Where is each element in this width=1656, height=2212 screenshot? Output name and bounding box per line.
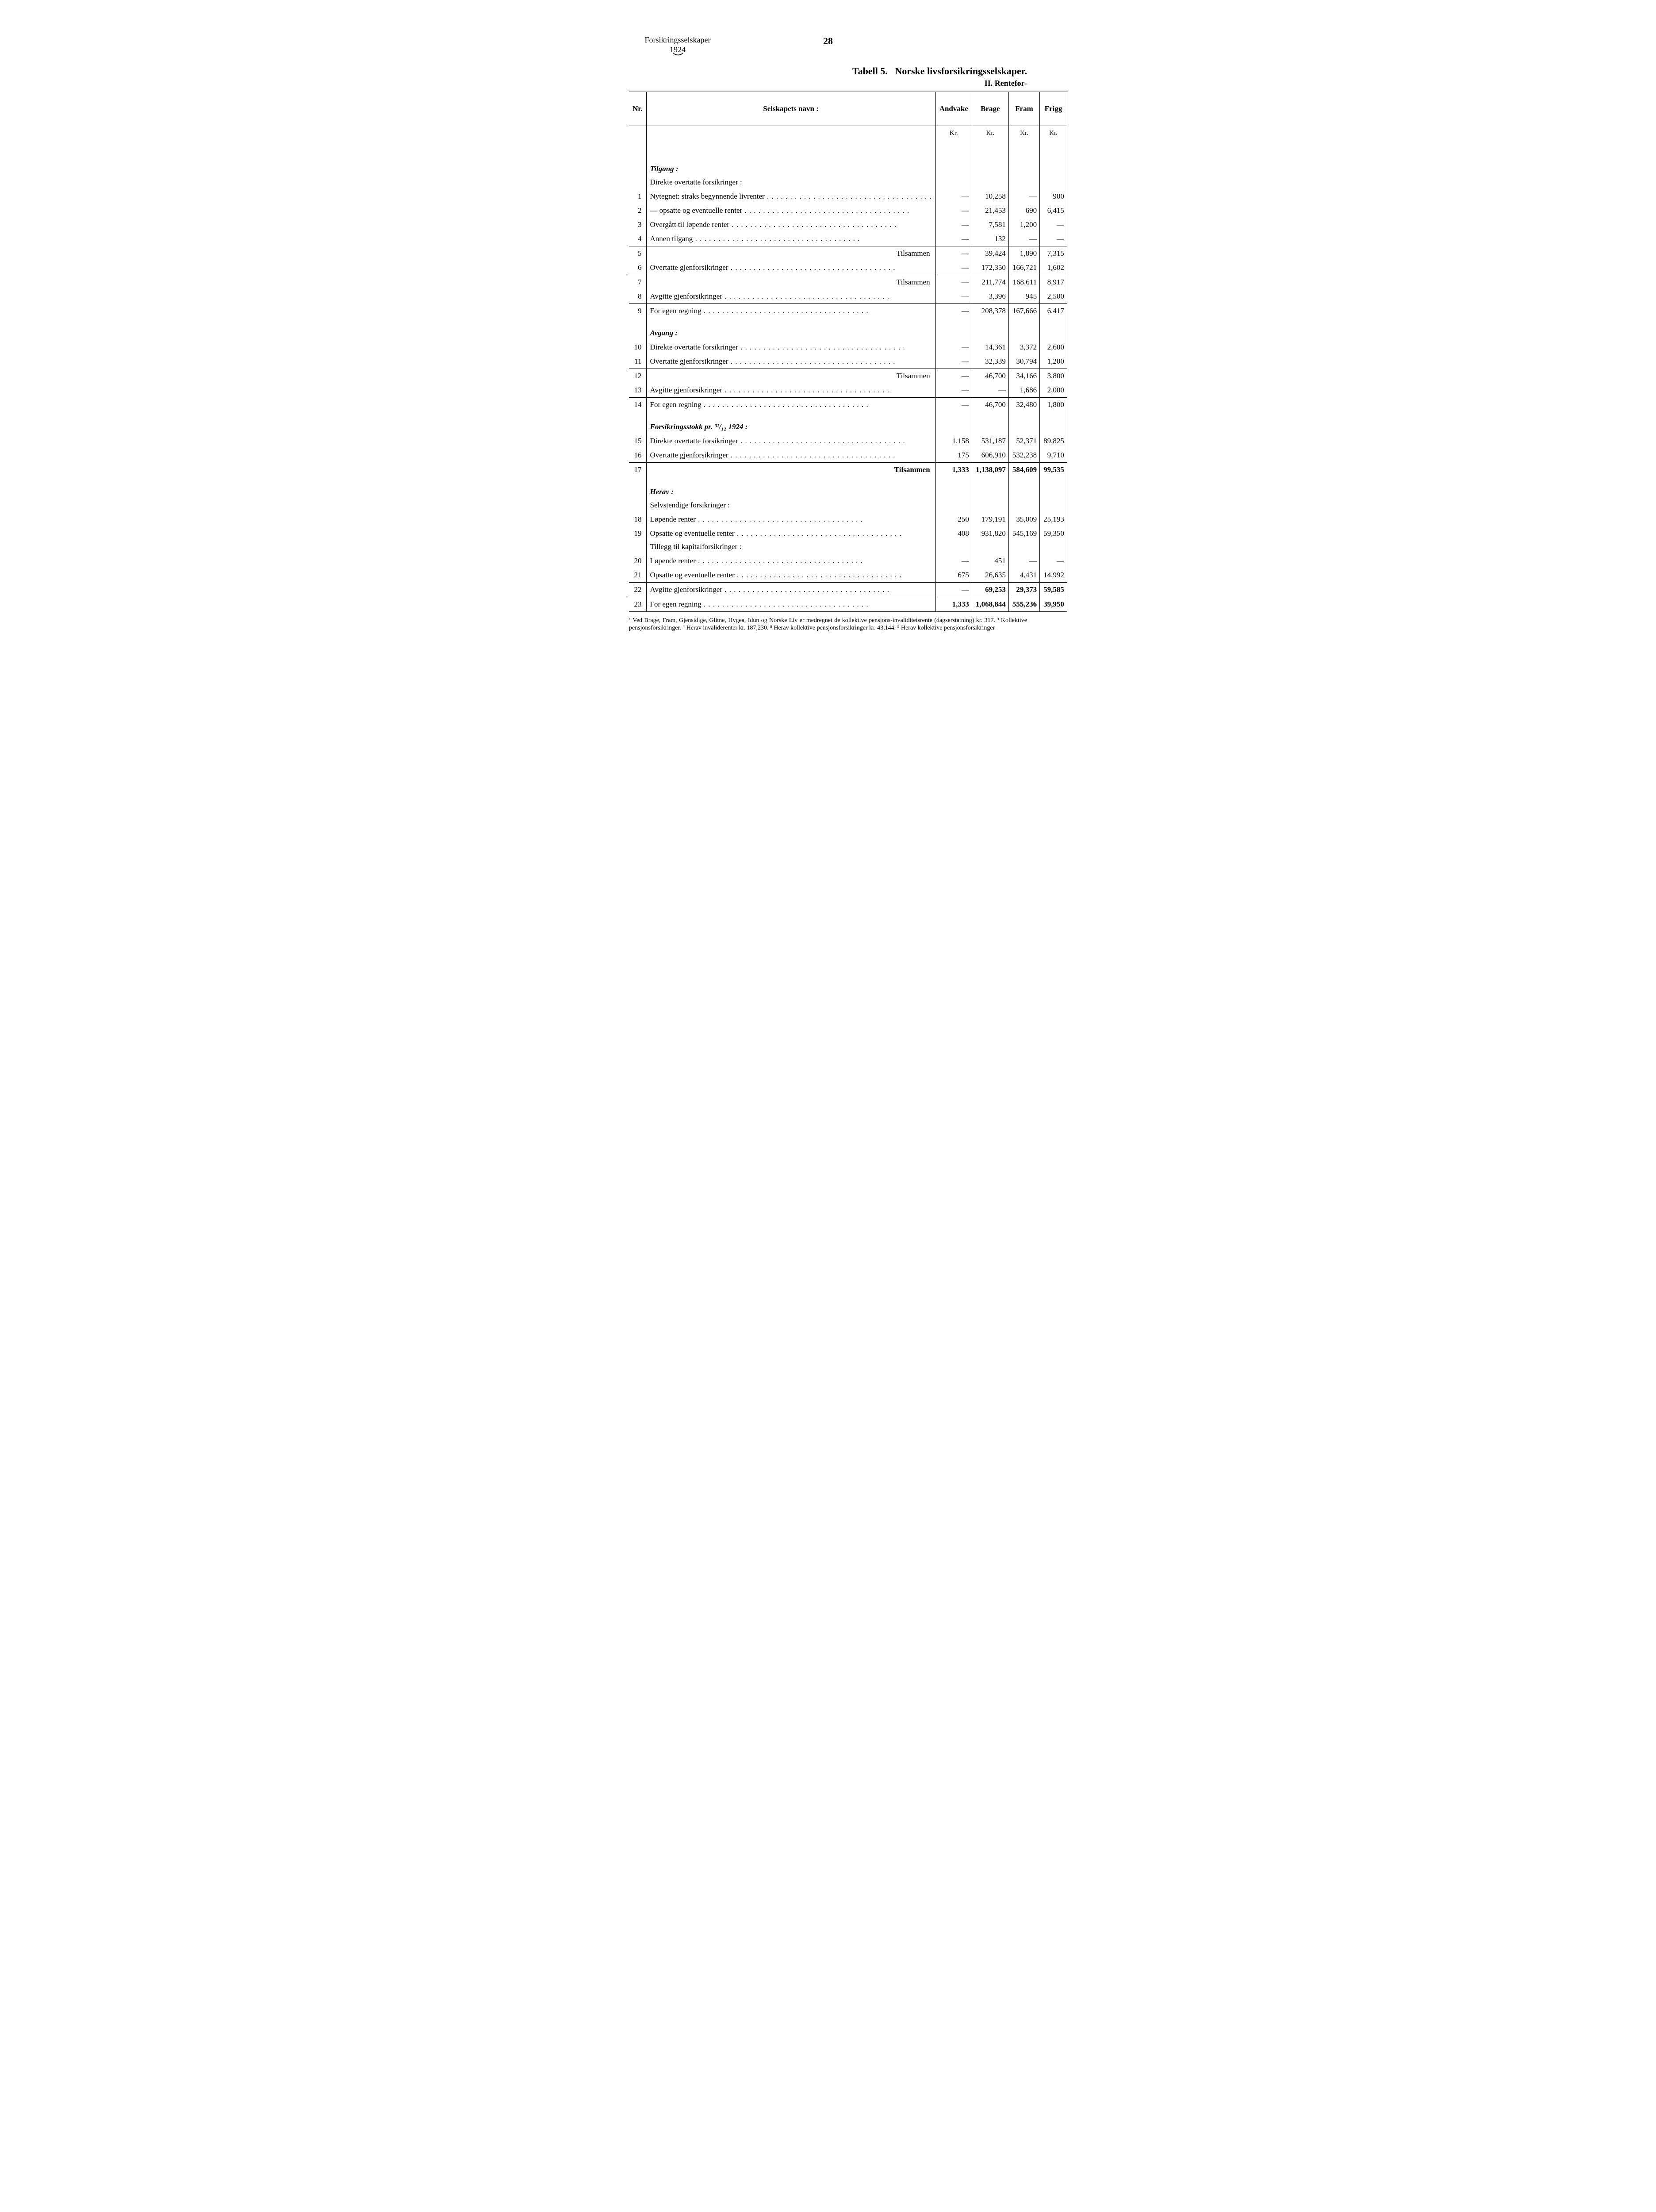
- section-tilgang: Tilgang :: [629, 154, 1067, 176]
- unit-c4: Kr.: [1040, 126, 1067, 141]
- table-row: 9 For egen regning — 208,378 167,666 6,4…: [629, 303, 1067, 318]
- section-herav: Herav :: [629, 477, 1067, 499]
- unit-c1: Kr.: [935, 126, 972, 141]
- subhead-herav-2: Tillegg til kapitalforsikringer :: [629, 541, 1067, 554]
- table-row: 3 Overgått til løpende renter — 7,581 1,…: [629, 218, 1067, 232]
- col-nr: Nr.: [629, 91, 646, 126]
- unit-c2: Kr.: [972, 126, 1008, 141]
- table-row: 21 Opsatte og eventuelle renter 675 26,6…: [629, 568, 1067, 583]
- table-row: 11 Overtatte gjenforsikringer — 32,339 3…: [629, 354, 1067, 369]
- header-left: Forsikringsselskaper 1924 ︶: [629, 35, 726, 62]
- table-row: 6 Overtatte gjenforsikringer — 172,350 1…: [629, 261, 1067, 275]
- table-row: 23 For egen regning 1,333 1,068,844 555,…: [629, 597, 1067, 612]
- table-title-rest: Norske livsforsikringsselskaper.: [895, 65, 1027, 77]
- table-row: 13 Avgitte gjenforsikringer — — 1,686 2,…: [629, 383, 1067, 398]
- col-c1: Andvake: [935, 91, 972, 126]
- table-row: 8 Avgitte gjenforsikringer — 3,396 945 2…: [629, 289, 1067, 304]
- table-row: 14 For egen regning — 46,700 32,480 1,80…: [629, 397, 1067, 412]
- col-c4: Frigg: [1040, 91, 1067, 126]
- table-row: 5 Tilsammen — 39,424 1,890 7,315: [629, 246, 1067, 261]
- section-avgang: Avgang :: [629, 318, 1067, 340]
- subhead-herav-1: Selvstendige forsikringer :: [629, 499, 1067, 512]
- col-c3: Fram: [1008, 91, 1039, 126]
- table-header-row: Nr. Selskapets navn : Andvake Brage Fram…: [629, 91, 1067, 126]
- page: Forsikringsselskaper 1924 ︶ 28 Tabell 5.…: [611, 35, 1045, 632]
- page-header: Forsikringsselskaper 1924 ︶ 28: [629, 35, 1027, 62]
- brace-icon: ︶: [629, 55, 726, 61]
- table-row: 16 Overtatte gjenforsikringer 175 606,91…: [629, 448, 1067, 463]
- table-row: 12 Tilsammen — 46,700 34,166 3,800: [629, 369, 1067, 383]
- page-number: 28: [726, 35, 930, 47]
- table-row: 1 Nytegnet: straks begynnende livrenter …: [629, 189, 1067, 204]
- table-row: 15 Direkte overtatte forsikringer 1,158 …: [629, 434, 1067, 448]
- table-row: 20 Løpende renter — 451 — —: [629, 554, 1067, 568]
- col-c2: Brage: [972, 91, 1008, 126]
- subhead-tilgang: Direkte overtatte forsikringer :: [629, 176, 1067, 189]
- table-row: 4 Annen tilgang — 132 — —: [629, 232, 1067, 246]
- table-row: 22 Avgitte gjenforsikringer — 69,253 29,…: [629, 582, 1067, 597]
- table-row: 18 Løpende renter 250 179,191 35,009 25,…: [629, 512, 1067, 526]
- unit-row: Kr. Kr. Kr. Kr.: [629, 126, 1067, 141]
- table-title-prefix: Tabell 5.: [852, 65, 888, 77]
- main-table: Nr. Selskapets navn : Andvake Brage Fram…: [629, 91, 1067, 612]
- table-row: 19 Opsatte og eventuelle renter 408 931,…: [629, 526, 1067, 541]
- table-row: 7 Tilsammen — 211,774 168,611 8,917: [629, 275, 1067, 289]
- unit-c3: Kr.: [1008, 126, 1039, 141]
- table-title: Tabell 5. Norske livsforsikringsselskape…: [629, 65, 1027, 77]
- table-row: 17 Tilsammen 1,333 1,138,097 584,609 99,…: [629, 462, 1067, 477]
- col-name: Selskapets navn :: [646, 91, 935, 126]
- table-row: 2 — opsatte og eventuelle renter — 21,45…: [629, 204, 1067, 218]
- header-left-line1: Forsikringsselskaper: [629, 35, 726, 45]
- section-stokk: Forsikringsstokk pr. ³¹/₁₂ 1924 :: [629, 412, 1067, 434]
- footnotes: ¹ Ved Brage, Fram, Gjensidige, Glitne, H…: [629, 617, 1027, 632]
- table-row: 10 Direkte overtatte forsikringer — 14,3…: [629, 340, 1067, 354]
- table-subtitle: II. Rentefor-: [629, 79, 1027, 88]
